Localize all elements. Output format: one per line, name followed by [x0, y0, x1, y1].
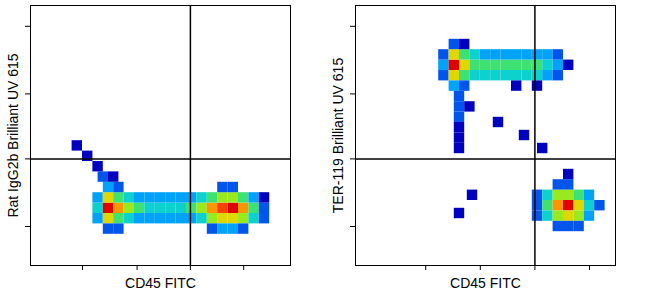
svg-text:CD45 FITC: CD45 FITC — [125, 275, 196, 291]
svg-text:TER-119 Brilliant UV 615: TER-119 Brilliant UV 615 — [330, 58, 346, 214]
svg-text:CD45 FITC: CD45 FITC — [450, 275, 521, 291]
svg-text:Rat IgG2b Brilliant UV 615: Rat IgG2b Brilliant UV 615 — [5, 53, 21, 217]
